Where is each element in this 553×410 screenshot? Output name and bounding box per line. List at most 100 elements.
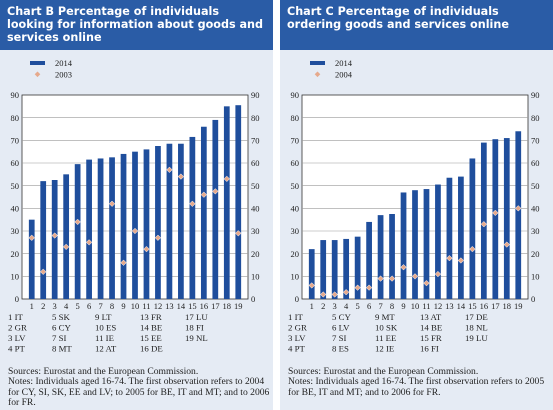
chart-c-legend-marker-label: 2004 — [335, 70, 353, 80]
chart-b-ytick-left: 80 — [11, 113, 20, 123]
chart-b-marker-15 — [189, 200, 196, 207]
chart-c-ytick-right: 90 — [531, 90, 540, 100]
chart-c-country-key: 17 DE — [465, 312, 488, 322]
chart-b-xtick-17: 17 — [211, 301, 220, 311]
chart-c-marker-11 — [423, 279, 430, 287]
chart-b-bar-12 — [155, 146, 161, 299]
chart-b-bar-14 — [178, 143, 184, 299]
chart-b-country-key: 12 AT — [95, 344, 117, 354]
chart-c-ytick-right: 80 — [531, 113, 540, 123]
chart-c-xtick-2: 2 — [321, 301, 325, 311]
chart-b-country-key: 15 EE — [140, 333, 162, 343]
chart-c-marker-4 — [343, 289, 350, 296]
chart-c-bar-14 — [458, 176, 464, 299]
chart-b-country-key: 11 IE — [95, 333, 114, 343]
chart-b-xtick-10: 10 — [131, 301, 140, 311]
chart-b-bar-13 — [166, 143, 173, 299]
chart-b-ytick-right: 40 — [251, 204, 260, 214]
chart-c-xtick-16: 16 — [480, 301, 489, 311]
chart-b-bar-4 — [63, 174, 70, 299]
chart-b-legend-marker-swatch — [34, 71, 41, 78]
chart-b-ytick-left: 60 — [11, 158, 20, 168]
chart-c-notes: Notes: Individuals aged 16-74. The first… — [288, 376, 545, 398]
chart-c-marker-17 — [492, 209, 499, 217]
chart-b-country-key: 6 CY — [52, 323, 71, 333]
chart-b-bar-19 — [235, 105, 242, 299]
chart-c-country-key: 16 FI — [420, 344, 439, 354]
chart-b-panel: Chart B Percentage of individuals lookin… — [0, 0, 273, 410]
chart-b-xtick-16: 16 — [200, 301, 209, 311]
chart-c-xtick-8: 8 — [390, 301, 394, 311]
chart-b-ytick-right: 80 — [251, 113, 260, 123]
chart-c-bar-18 — [503, 138, 510, 299]
chart-c-country-key: 19 LU — [465, 333, 488, 343]
chart-c-bar-4 — [343, 238, 350, 299]
chart-b-ytick-right: 10 — [251, 272, 260, 282]
chart-c-xtick-10: 10 — [411, 301, 420, 311]
chart-c-marker-16 — [480, 221, 487, 228]
chart-b-ytick-left: 30 — [11, 226, 20, 236]
chart-c-country-key: 9 MT — [375, 312, 395, 322]
chart-b-country-key: 19 NL — [185, 333, 208, 343]
chart-b-bar-6 — [86, 159, 92, 299]
chart-b-xtick-19: 19 — [234, 301, 243, 311]
chart-c-bar-12 — [435, 184, 441, 299]
chart-c-ytick-left: 40 — [291, 204, 300, 214]
chart-b-ytick-left: 40 — [11, 204, 20, 214]
chart-b-country-key: 1 IT — [8, 312, 24, 322]
chart-c-country-key: 12 IE — [375, 344, 394, 354]
chart-c-ytick-right: 70 — [531, 136, 540, 146]
chart-b-ytick-right: 30 — [251, 226, 260, 236]
chart-c-source: Sources: Eurostat and the European Commi… — [288, 366, 479, 377]
chart-c-country-key: 8 ES — [332, 344, 349, 354]
chart-c-marker-1 — [308, 282, 315, 289]
chart-b-ytick-right: 0 — [251, 294, 255, 304]
chart-c-xtick-17: 17 — [491, 301, 500, 311]
chart-c-marker-14 — [457, 257, 465, 264]
chart-b-marker-9 — [120, 259, 127, 266]
chart-c-marker-12 — [434, 270, 442, 278]
chart-b-xtick-15: 15 — [188, 301, 197, 311]
chart-c-marker-3 — [331, 291, 338, 298]
chart-c-bar-8 — [389, 214, 395, 299]
chart-c-marker-13 — [446, 255, 453, 262]
chart-b-bar-9 — [120, 153, 127, 299]
chart-b-bar-8 — [109, 157, 115, 299]
chart-c-country-key: 2 GR — [288, 323, 307, 333]
chart-c-ytick-left: 20 — [291, 249, 300, 259]
chart-b-xtick-6: 6 — [87, 301, 91, 311]
chart-b-country-key: 3 LV — [8, 333, 26, 343]
chart-b-country-key: 16 DE — [140, 344, 163, 354]
chart-b-country-key: 4 PT — [8, 344, 25, 354]
chart-b-country-key: 10 ES — [95, 323, 116, 333]
chart-b-ytick-right: 20 — [251, 249, 260, 259]
chart-b-marker-12 — [154, 234, 162, 241]
chart-c-country-key: 4 PT — [288, 344, 305, 354]
chart-c-country-key: 3 LV — [288, 333, 306, 343]
chart-c-country-key: 5 CY — [332, 312, 351, 322]
chart-c-bar-13 — [446, 177, 453, 299]
chart-c-bar-1 — [308, 249, 315, 299]
chart-c-xtick-9: 9 — [401, 301, 405, 311]
chart-b-xtick-1: 1 — [30, 301, 34, 311]
chart-c-panel: Chart C Percentage of individuals orderi… — [280, 0, 553, 410]
chart-b-ytick-right: 60 — [251, 158, 260, 168]
chart-b-marker-16 — [200, 191, 207, 198]
chart-b-country-key: 14 BE — [140, 323, 162, 333]
chart-c-xtick-6: 6 — [367, 301, 371, 311]
chart-b-bar-18 — [223, 106, 230, 299]
chart-b-xtick-11: 11 — [142, 301, 150, 311]
chart-b-xtick-14: 14 — [177, 301, 186, 311]
chart-c-ytick-right: 0 — [531, 294, 535, 304]
chart-c-xtick-19: 19 — [514, 301, 523, 311]
chart-c-bar-19 — [515, 131, 522, 299]
chart-b-legend-bar-swatch — [30, 61, 45, 65]
chart-c-bar-15 — [469, 158, 476, 299]
chart-b-ytick-left: 70 — [11, 136, 20, 146]
chart-b-xtick-12: 12 — [154, 301, 163, 311]
chart-c-bar-6 — [366, 221, 372, 299]
chart-b-country-key: 5 SK — [52, 312, 70, 322]
chart-c-bar-3 — [331, 240, 338, 299]
chart-c-ytick-left: 30 — [291, 226, 300, 236]
